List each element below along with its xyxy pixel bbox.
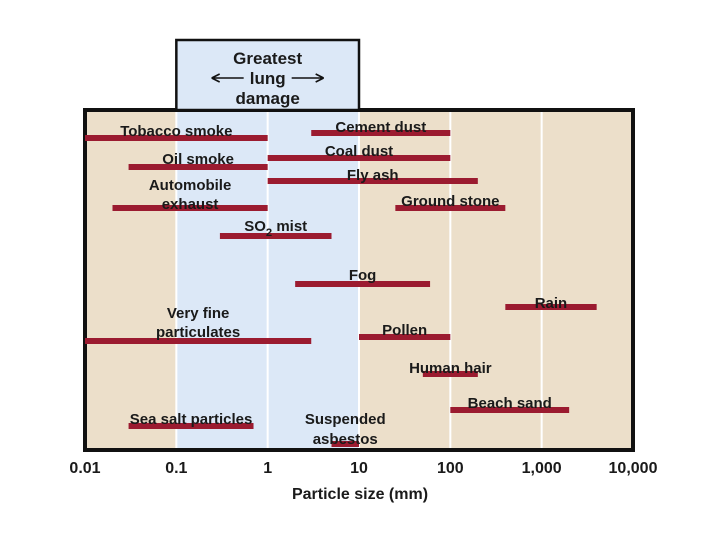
bar-so2-mist — [219, 233, 332, 239]
x-axis-label: Particle size (mm) — [292, 486, 428, 503]
bar-label-very-fine-particulates: particulates — [156, 324, 240, 341]
lung-damage-label: lung — [250, 69, 286, 88]
bar-label-tobacco-smoke: Tobacco smoke — [120, 123, 232, 140]
bar-rain — [505, 304, 597, 310]
x-tick-label: 10,000 — [609, 460, 658, 477]
bar-label-automobile-exhaust: exhaust — [162, 196, 219, 213]
bar-pollen — [359, 334, 451, 340]
x-tick-label: 0.01 — [69, 460, 100, 477]
bar-cement-dust — [311, 130, 451, 136]
lung-damage-box — [175, 38, 361, 112]
bar-oil-smoke — [128, 164, 268, 170]
lung-damage-label: Greatest — [233, 49, 302, 68]
bar-beach-sand — [450, 407, 570, 413]
bar-label-oil-smoke: Oil smoke — [162, 151, 234, 168]
bar-human-hair — [422, 371, 478, 377]
bar-label-so2-mist: SO2 mist — [244, 218, 307, 239]
bar-automobile-exhaust — [112, 205, 268, 211]
x-tick-label: 0.1 — [165, 460, 187, 477]
bar-coal-dust — [267, 155, 451, 161]
bar-label-pollen: Pollen — [382, 322, 427, 339]
bar-label-human-hair: Human hair — [409, 360, 492, 377]
bar-label-automobile-exhaust: Automobile — [149, 177, 232, 194]
x-tick-label: 10 — [350, 460, 368, 477]
bar-label-sea-salt-particles: Sea salt particles — [130, 411, 253, 428]
lung-damage-label: damage — [236, 89, 300, 108]
bar-very-fine-particulates — [85, 338, 312, 344]
bar-label-ground-stone: Ground stone — [401, 193, 499, 210]
bar-suspended-asbestos — [331, 441, 359, 447]
bar-label-beach-sand: Beach sand — [468, 395, 552, 412]
bar-ground-stone — [395, 205, 506, 211]
bar-label-coal-dust: Coal dust — [325, 143, 393, 160]
x-tick-label: 100 — [437, 460, 464, 477]
arrow-left-icon — [211, 73, 244, 83]
bar-fly-ash — [267, 178, 478, 184]
x-tick-label: 1,000 — [522, 460, 562, 477]
bar-label-fly-ash: Fly ash — [347, 167, 399, 184]
bar-label-rain: Rain — [535, 295, 568, 312]
bar-sea-salt-particles — [128, 423, 254, 429]
bar-fog — [295, 281, 431, 287]
bar-label-cement-dust: Cement dust — [335, 119, 426, 136]
x-tick-label: 1 — [263, 460, 272, 477]
bar-label-very-fine-particulates: Very fine — [167, 305, 230, 322]
bar-tobacco-smoke — [85, 135, 268, 141]
bar-label-suspended-asbestos: Suspended — [305, 411, 386, 428]
arrow-right-icon — [291, 73, 325, 83]
bar-label-fog: Fog — [349, 267, 377, 284]
bar-label-suspended-asbestos: asbestos — [313, 431, 378, 448]
